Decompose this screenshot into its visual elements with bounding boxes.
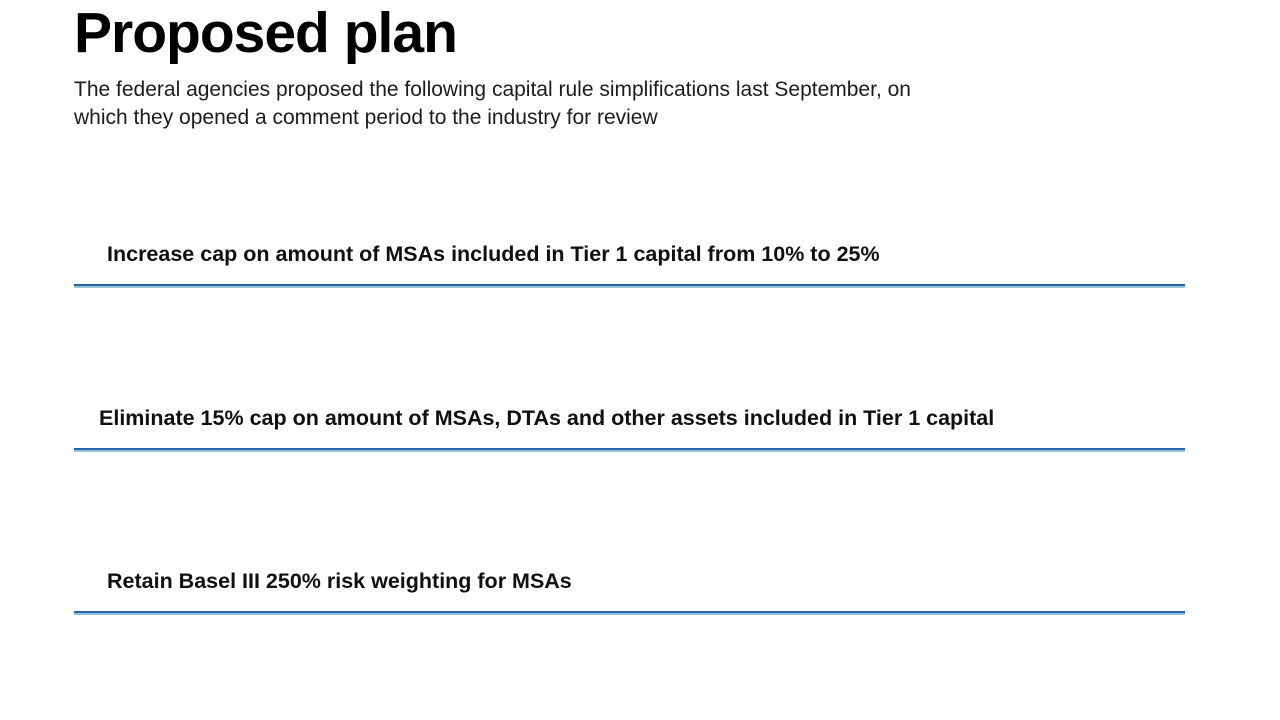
plan-item-eliminate-cap: Eliminate 15% cap on amount of MSAs, DTA…	[74, 404, 1185, 452]
plan-item-increase-cap: Increase cap on amount of MSAs included …	[74, 240, 1185, 288]
blue-underline-rule	[74, 611, 1185, 615]
plan-item-label: Eliminate 15% cap on amount of MSAs, DTA…	[99, 406, 995, 430]
blue-underline-rule	[74, 284, 1185, 288]
subtitle-line-2: which they opened a comment period to th…	[74, 106, 658, 129]
plan-item-label: Increase cap on amount of MSAs included …	[107, 242, 880, 266]
subtitle-line-1: The federal agencies proposed the follow…	[74, 78, 911, 101]
plan-item-retain-basel: Retain Basel III 250% risk weighting for…	[74, 567, 1185, 615]
slide-subtitle: The federal agencies proposed the follow…	[74, 76, 911, 132]
page-title: Proposed plan	[74, 1, 458, 65]
blue-underline-rule	[74, 448, 1185, 452]
plan-item-label: Retain Basel III 250% risk weighting for…	[107, 569, 572, 593]
